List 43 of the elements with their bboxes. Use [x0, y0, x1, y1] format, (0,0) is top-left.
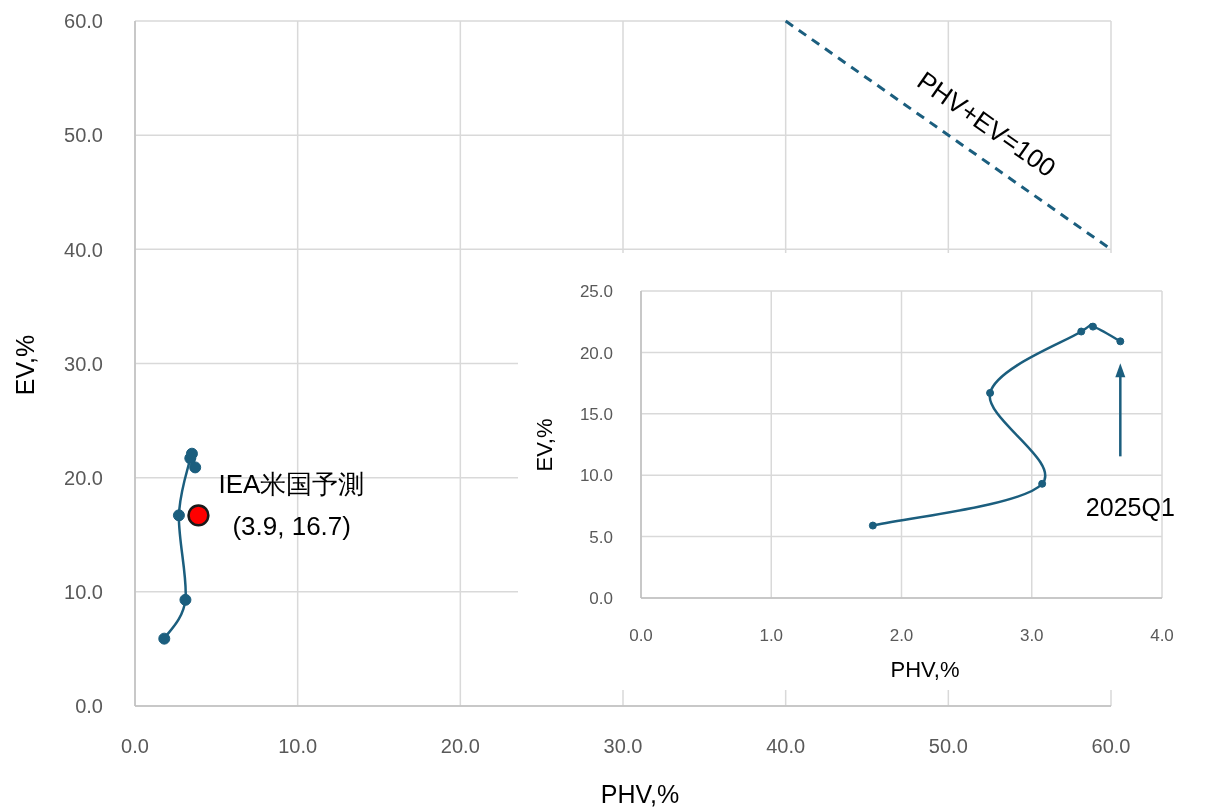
y-tick-label: 20.0 — [579, 343, 613, 363]
x-tick-label: 10.0 — [278, 735, 318, 757]
y-tick-label: 10.0 — [64, 581, 103, 604]
x-tick-label: 60.0 — [1091, 735, 1131, 757]
point — [187, 504, 210, 527]
point — [868, 521, 877, 530]
point — [172, 509, 185, 522]
y-tick-label: 5.0 — [589, 527, 613, 547]
x-tick-label: 0.0 — [629, 626, 653, 645]
y-tick-label: 40.0 — [64, 238, 103, 261]
y-tick-label: 50.0 — [64, 124, 103, 147]
y-tick-label: 25.0 — [579, 282, 613, 302]
x-tick-label: 0.0 — [121, 735, 149, 757]
x-tick-label: 40.0 — [766, 735, 806, 757]
y-tick-label: 10.0 — [579, 466, 613, 486]
y-tick-label: 0.0 — [75, 695, 103, 718]
x-tick-label: 4.0 — [1150, 626, 1174, 645]
point — [1116, 337, 1125, 346]
point — [1038, 479, 1047, 488]
y-tick-label: 30.0 — [64, 352, 103, 375]
point — [179, 593, 192, 606]
x-axis-title: PHV,% — [890, 657, 960, 682]
x-tick-label: 2.0 — [889, 626, 914, 645]
annotation: 2025Q1 — [1085, 493, 1175, 522]
x-tick-label: 50.0 — [928, 735, 968, 757]
annotation: (3.9, 16.7) — [232, 511, 351, 542]
series-label: IEA米国予測 — [218, 469, 365, 500]
point — [1077, 327, 1086, 336]
point — [189, 461, 202, 474]
y-tick-label: 60.0 — [64, 10, 103, 33]
y-axis-title: EV,% — [11, 334, 39, 396]
x-axis-title: PHV,% — [600, 780, 680, 808]
y-tick-label: 15.0 — [579, 404, 613, 424]
x-tick-label: 30.0 — [603, 735, 643, 757]
x-tick-label: 20.0 — [440, 735, 480, 757]
y-tick-label: 0.0 — [589, 589, 613, 609]
point — [986, 388, 995, 397]
x-tick-label: 1.0 — [759, 626, 784, 645]
point — [1088, 322, 1097, 331]
y-axis-title: EV,% — [532, 418, 557, 472]
point — [158, 632, 171, 645]
x-tick-label: 3.0 — [1019, 626, 1044, 645]
y-tick-label: 20.0 — [64, 466, 103, 489]
